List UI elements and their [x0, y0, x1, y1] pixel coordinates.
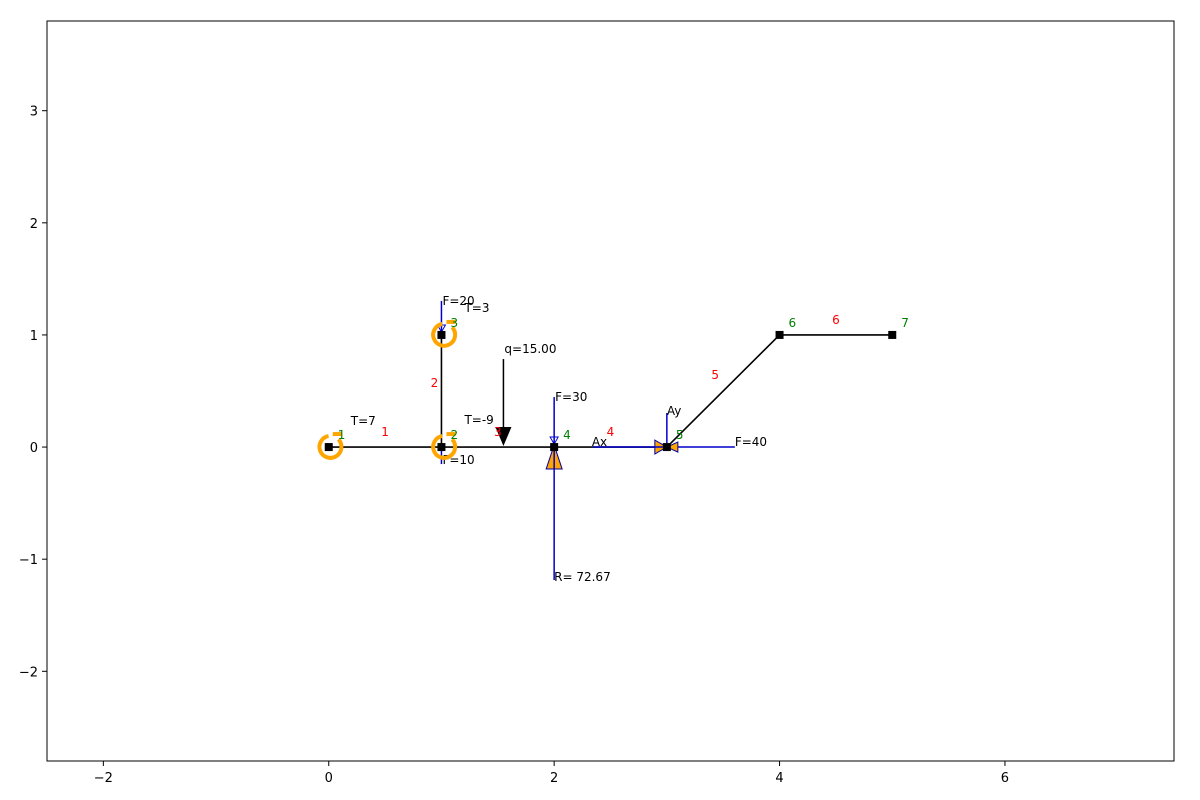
point-load-label: F=10: [442, 453, 474, 467]
node-marker: [550, 443, 559, 452]
x-tick-label: 2: [550, 771, 558, 786]
moment-label: T=3: [463, 301, 489, 315]
labels: 1 2 3 4 5 6 7 1 2 3 4 5 6: [338, 313, 909, 442]
y-tick-label: 1: [30, 329, 38, 344]
y-tick-label: −2: [19, 665, 38, 680]
node-marker: [775, 330, 784, 339]
element-label: 4: [607, 425, 615, 439]
node-label: 3: [450, 316, 458, 330]
distributed-load-label: q=15.00: [504, 342, 556, 356]
moment-loads: T=7 T=3 T=-9: [317, 301, 494, 460]
x-tick-label: −2: [94, 771, 113, 786]
nodes: [324, 330, 897, 452]
point-load-arrowhead: [549, 436, 560, 446]
node-label: 2: [450, 428, 458, 442]
node-label: 1: [338, 428, 346, 442]
node-label: 5: [676, 428, 684, 442]
y-tick-label: 2: [30, 217, 38, 232]
element-label: 2: [431, 376, 439, 390]
point-load-label: F=40: [735, 435, 767, 449]
y-tick-label: −1: [19, 553, 38, 568]
element-label: 1: [381, 425, 389, 439]
moment-arc: [317, 434, 344, 460]
moment-arc: [431, 434, 458, 460]
x-tick-label: 0: [325, 771, 333, 786]
element-label: 6: [832, 313, 840, 327]
node-label: 4: [563, 428, 571, 442]
reaction-label: R= 72.67: [554, 570, 611, 584]
reactions: R= 72.67 Ax Ay: [553, 404, 682, 584]
node-marker: [437, 330, 446, 339]
beam-element: [666, 334, 781, 448]
element-label: 3: [494, 425, 502, 439]
distributed-load: q=15.00: [495, 342, 556, 447]
pinned-support-right: [665, 441, 679, 453]
moment-label: T=-9: [463, 413, 493, 427]
reaction-label: Ay: [667, 404, 682, 418]
y-tick-label: 3: [30, 105, 38, 120]
node-marker: [662, 443, 671, 452]
node-label: 7: [901, 316, 909, 330]
x-tick-label: 6: [1001, 771, 1009, 786]
point-load-label: F=20: [442, 294, 474, 308]
x-axis-ticks: −2 0 2 4 6: [94, 761, 1009, 786]
distributed-load-arrowhead: [495, 427, 512, 447]
node-marker: [437, 443, 446, 452]
node-marker: [324, 443, 333, 452]
x-tick-label: 4: [775, 771, 783, 786]
y-tick-label: 0: [30, 441, 38, 456]
point-load-label: F=30: [555, 390, 587, 404]
node-label: 6: [789, 316, 797, 330]
plot-area: [46, 20, 1175, 762]
moment-arc: [431, 321, 458, 348]
element-label: 5: [711, 368, 719, 382]
moment-label: T=7: [350, 414, 376, 428]
y-axis-ticks: −2 −1 0 1 2 3: [19, 105, 47, 680]
point-loads: F=20 F=10 F=30 F=40: [436, 294, 767, 467]
reaction-label: Ax: [592, 435, 607, 449]
node-marker: [888, 330, 897, 339]
